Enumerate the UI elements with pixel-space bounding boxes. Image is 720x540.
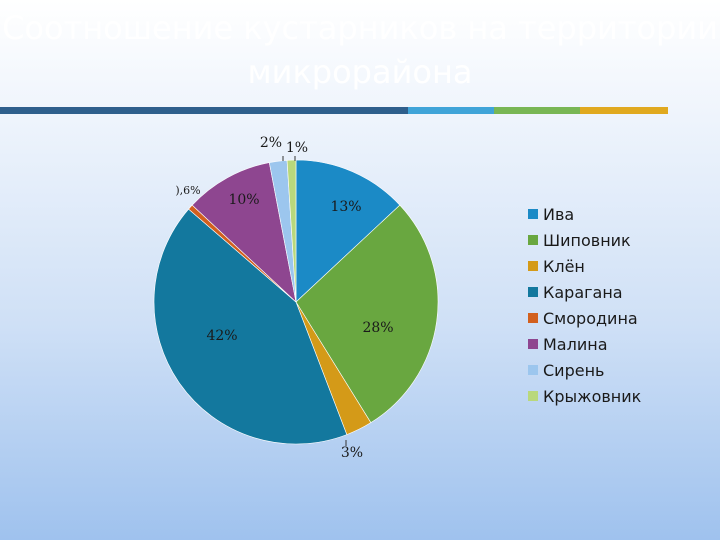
pie-slice-1 [295, 159, 401, 303]
data-label-1: 13% [330, 199, 361, 215]
title-divider-1 [0, 107, 408, 114]
legend-label: Малина [543, 334, 608, 354]
chart-legend: Ива Шиповник Клён Карагана Смородина Малина Си… [528, 201, 641, 409]
data-label-8: 1% [286, 140, 308, 156]
data-label-4: 42% [206, 328, 237, 344]
legend-item-6: Малина [528, 331, 641, 357]
legend-label: Крыжовник [543, 386, 642, 406]
pie-slice-6 [191, 162, 297, 303]
pie-slice-2 [295, 204, 439, 424]
legend-item-8: Крыжовник [528, 383, 641, 409]
pie-slice-8 [286, 159, 297, 303]
data-label-6: 10% [228, 192, 259, 208]
legend-item-7: Сирень [528, 357, 641, 383]
legend-label: Шиповник [543, 230, 631, 250]
legend-item-2: Шиповник [528, 227, 641, 253]
legend-swatch [528, 261, 538, 271]
title-divider-2 [408, 107, 494, 114]
pie-slice-4 [153, 208, 348, 445]
legend-swatch [528, 313, 538, 323]
legend-item-3: Клён [528, 253, 641, 279]
legend-item-1: Ива [528, 201, 641, 227]
data-label-2: 28% [362, 320, 393, 336]
legend-swatch [528, 287, 538, 297]
legend-label: Карагана [543, 282, 623, 302]
legend-item-4: Карагана [528, 279, 641, 305]
slide-title: Соотношение кустарников на территории ми… [2, 9, 718, 91]
legend-item-5: Смородина [528, 305, 641, 331]
legend-label: Клён [543, 256, 585, 276]
legend-label: Смородина [543, 308, 638, 328]
title-divider-3 [494, 107, 580, 114]
data-label-7: 2% [260, 135, 282, 151]
title-divider-4 [580, 107, 668, 114]
legend-label: Сирень [543, 360, 605, 380]
data-label-5: ),6% [175, 184, 200, 197]
legend-swatch [528, 209, 538, 219]
legend-swatch [528, 235, 538, 245]
legend-swatch [528, 339, 538, 349]
legend-swatch [528, 365, 538, 375]
legend-label: Ива [543, 204, 575, 224]
legend-swatch [528, 391, 538, 401]
data-label-3: 3% [341, 445, 363, 461]
